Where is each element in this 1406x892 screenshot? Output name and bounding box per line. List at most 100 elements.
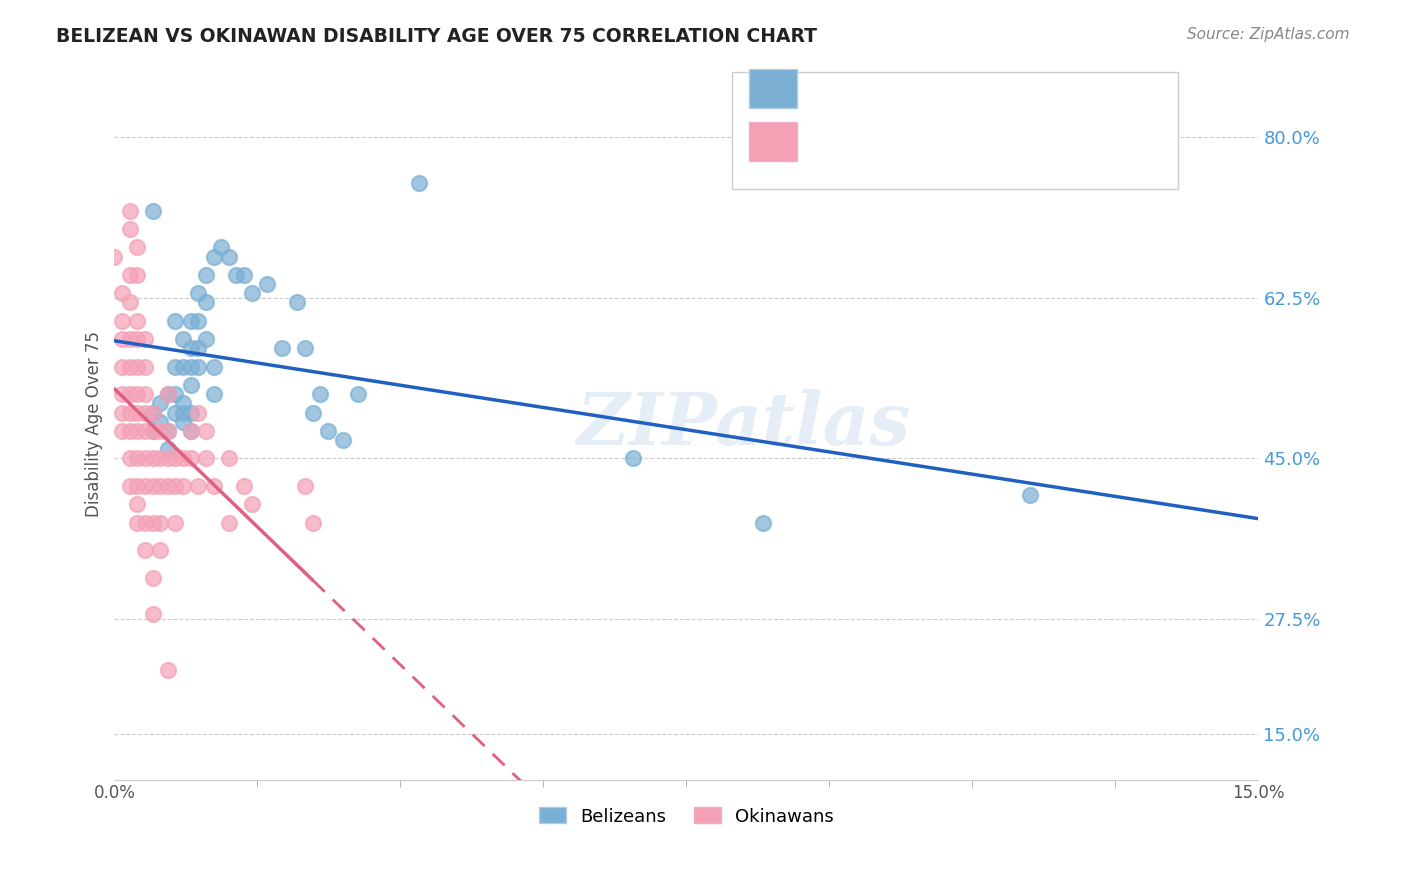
Point [180, 424, 202, 438]
Point [156, 451, 179, 466]
Point [111, 359, 134, 374]
Point [187, 479, 209, 493]
Point [165, 387, 187, 401]
Point [172, 359, 194, 374]
Point [194, 332, 217, 346]
Point [165, 451, 187, 466]
Point [187, 342, 209, 356]
Point [141, 607, 163, 622]
Point [127, 240, 149, 254]
Point [141, 406, 163, 420]
Point [111, 424, 134, 438]
Point [187, 286, 209, 301]
Text: R = -0.281   N = 51: R = -0.281 N = 51 [830, 97, 1007, 115]
Point [118, 295, 141, 310]
Point [149, 415, 172, 429]
Point [233, 268, 256, 282]
Point [180, 451, 202, 466]
Point [118, 222, 141, 236]
Point [165, 359, 187, 374]
Point [134, 516, 156, 530]
Point [301, 516, 323, 530]
Point [134, 406, 156, 420]
Point [194, 268, 217, 282]
Text: ZIPatlas: ZIPatlas [576, 389, 911, 459]
Text: BELIZEAN VS OKINAWAN DISABILITY AGE OVER 75 CORRELATION CHART: BELIZEAN VS OKINAWAN DISABILITY AGE OVER… [56, 27, 817, 45]
Point [141, 424, 163, 438]
Point [180, 424, 202, 438]
Point [156, 442, 179, 457]
Point [134, 387, 156, 401]
Point [118, 406, 141, 420]
Point [111, 286, 134, 301]
Point [134, 543, 156, 558]
Point [149, 516, 172, 530]
Point [209, 240, 232, 254]
Point [141, 451, 163, 466]
Point [111, 332, 134, 346]
Point [141, 406, 163, 420]
Point [332, 433, 354, 447]
Point [156, 479, 179, 493]
Point [134, 479, 156, 493]
Point [127, 268, 149, 282]
Point [218, 451, 240, 466]
Point [149, 543, 172, 558]
Point [118, 479, 141, 493]
Point [202, 359, 225, 374]
Point [149, 396, 172, 410]
Point [118, 451, 141, 466]
Point [218, 516, 240, 530]
Point [165, 479, 187, 493]
Point [225, 268, 247, 282]
Point [218, 250, 240, 264]
Point [301, 406, 323, 420]
Point [194, 424, 217, 438]
Point [408, 176, 430, 190]
Point [240, 286, 263, 301]
Point [294, 342, 316, 356]
Point [111, 314, 134, 328]
Point [165, 314, 187, 328]
Point [134, 332, 156, 346]
Point [172, 396, 194, 410]
Text: R = -0.149   N = 76: R = -0.149 N = 76 [830, 144, 1007, 161]
Point [172, 415, 194, 429]
Point [156, 663, 179, 677]
Text: Source: ZipAtlas.com: Source: ZipAtlas.com [1187, 27, 1350, 42]
Point [118, 332, 141, 346]
Point [141, 516, 163, 530]
Point [127, 332, 149, 346]
Point [294, 479, 316, 493]
Point [1018, 488, 1040, 502]
Point [751, 516, 773, 530]
Point [172, 406, 194, 420]
Point [118, 203, 141, 218]
Point [127, 387, 149, 401]
Point [194, 451, 217, 466]
Point [141, 571, 163, 585]
Point [111, 406, 134, 420]
Point [156, 387, 179, 401]
Point [127, 314, 149, 328]
Point [134, 424, 156, 438]
Point [127, 406, 149, 420]
Point [240, 497, 263, 511]
Point [180, 406, 202, 420]
Point [194, 295, 217, 310]
Point [118, 359, 141, 374]
Point [127, 359, 149, 374]
Point [156, 424, 179, 438]
Point [180, 359, 202, 374]
Point [172, 451, 194, 466]
Point [127, 479, 149, 493]
Point [180, 378, 202, 392]
Point [202, 387, 225, 401]
Point [256, 277, 278, 292]
Legend: Belizeans, Okinawans: Belizeans, Okinawans [530, 798, 844, 835]
Point [187, 314, 209, 328]
Point [172, 479, 194, 493]
Point [118, 268, 141, 282]
Y-axis label: Disability Age Over 75: Disability Age Over 75 [86, 331, 103, 517]
Point [103, 250, 125, 264]
